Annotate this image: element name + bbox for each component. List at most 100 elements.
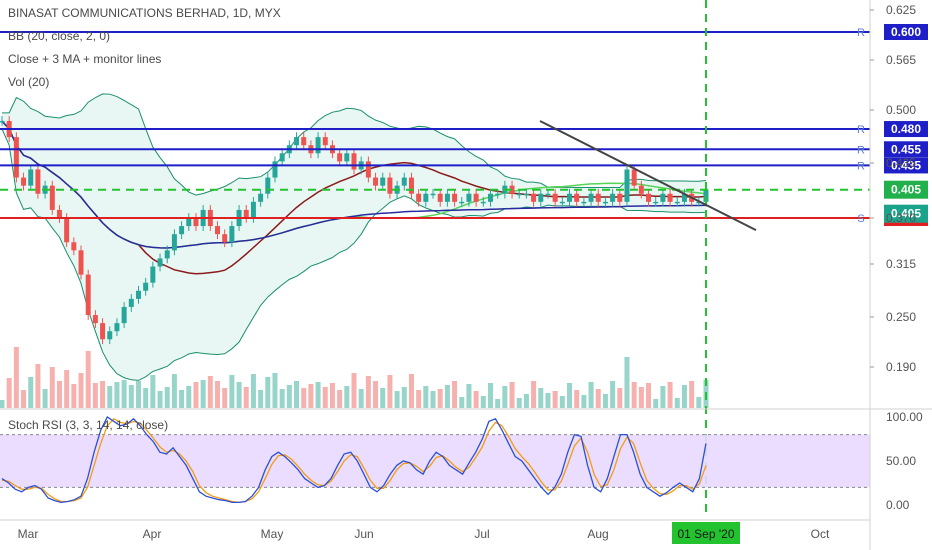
candle-body <box>380 177 386 186</box>
volume-bar <box>581 395 587 408</box>
volume-bar <box>674 398 680 408</box>
candle-body <box>487 193 493 202</box>
candle-body <box>638 185 644 194</box>
volume-bar <box>114 382 120 408</box>
candle-body <box>610 193 616 202</box>
candle-body <box>574 193 580 202</box>
volume-bar <box>523 394 529 408</box>
volume-bar <box>416 390 422 408</box>
price-tick-label: 0.435 <box>886 156 916 170</box>
volume-bar <box>13 347 19 408</box>
candle-body <box>624 169 630 202</box>
candle-body <box>567 193 573 202</box>
candle-body <box>617 193 623 202</box>
candle-body <box>423 193 429 202</box>
level-price-label: 0.600 <box>891 25 921 39</box>
level-price-box <box>884 141 928 158</box>
candle-body <box>28 169 34 186</box>
candle-body <box>344 153 350 162</box>
volume-bar <box>495 399 501 408</box>
volume-bar <box>128 385 134 408</box>
volume-bar <box>631 382 637 408</box>
volume-bar <box>28 377 34 408</box>
volume-bar <box>200 380 206 408</box>
candle-body <box>516 193 522 196</box>
candle-body <box>107 331 113 340</box>
candle-body <box>387 177 393 194</box>
candle-body <box>681 193 687 202</box>
volume-bar <box>559 396 565 408</box>
volume-bar <box>42 389 48 408</box>
candle-body <box>294 137 300 146</box>
volume-bar <box>408 374 414 408</box>
candle-body <box>559 201 565 204</box>
level-tag: R <box>857 27 865 39</box>
volume-bar <box>509 382 515 408</box>
candle-body <box>186 218 192 227</box>
candle-body <box>653 201 659 204</box>
volume-bar <box>85 351 91 408</box>
price-tick-label: 0.625 <box>886 3 916 17</box>
candle-body <box>602 201 608 204</box>
volume-bar <box>646 383 652 408</box>
volume-bar <box>265 377 271 408</box>
volume-bar <box>258 390 264 408</box>
candle-body <box>128 298 134 307</box>
candle-body <box>21 177 27 186</box>
volume-bar <box>164 387 170 408</box>
volume-bar <box>452 381 458 408</box>
volume-bar <box>229 375 235 408</box>
volume-bar <box>171 374 177 408</box>
candle-body <box>480 201 486 204</box>
candle-body <box>545 193 551 196</box>
candle-body <box>56 209 62 218</box>
stoch-tick-label: 50.00 <box>886 454 916 468</box>
chart-title: BINASAT COMMUNICATIONS BERHAD, 1D, MYX <box>8 6 281 20</box>
volume-bar <box>387 375 393 408</box>
candle-body <box>495 193 501 196</box>
volume-bar <box>660 386 666 408</box>
indicator-vol: Vol (20) <box>8 75 50 89</box>
volume-bar <box>157 391 163 408</box>
volume-bar <box>107 386 113 408</box>
level-tag: R <box>857 124 865 136</box>
candle-body <box>265 177 271 194</box>
month-label: Oct <box>811 527 830 541</box>
candle-body <box>164 250 170 259</box>
candle-body <box>49 185 55 210</box>
candle-body <box>92 315 98 324</box>
month-label: May <box>261 527 284 541</box>
candle-body <box>696 201 702 204</box>
volume-bar <box>0 400 5 408</box>
candle-body <box>100 323 106 340</box>
candle-body <box>179 226 185 235</box>
candle-body <box>171 234 177 251</box>
indicator-bb: BB (20, close, 2, 0) <box>8 29 111 43</box>
volume-bar <box>301 388 307 408</box>
level-price-box <box>884 121 928 138</box>
volume-bar <box>459 397 465 408</box>
candle-body <box>538 193 544 202</box>
candle-body <box>258 193 264 202</box>
stoch-rsi-band <box>0 434 870 488</box>
candle-body <box>143 282 149 291</box>
candle-body <box>229 226 235 243</box>
bollinger-band-fill <box>2 93 706 381</box>
volume-bar <box>179 390 185 408</box>
volume-bar <box>430 391 436 408</box>
level-price-label: 0.435 <box>891 158 921 172</box>
candle-body <box>150 266 156 283</box>
last-price-label: 0.405 <box>891 183 921 197</box>
volume-bar <box>638 387 644 408</box>
volume-bar <box>653 399 659 408</box>
candle-body <box>430 193 436 196</box>
volume-bar <box>322 387 328 408</box>
candle-body <box>78 250 84 275</box>
volume-bar <box>681 385 687 408</box>
volume-bar <box>272 373 278 408</box>
trendline <box>539 120 757 232</box>
volume-bar <box>538 388 544 408</box>
candle-body <box>64 218 70 243</box>
candle-body <box>322 137 328 146</box>
